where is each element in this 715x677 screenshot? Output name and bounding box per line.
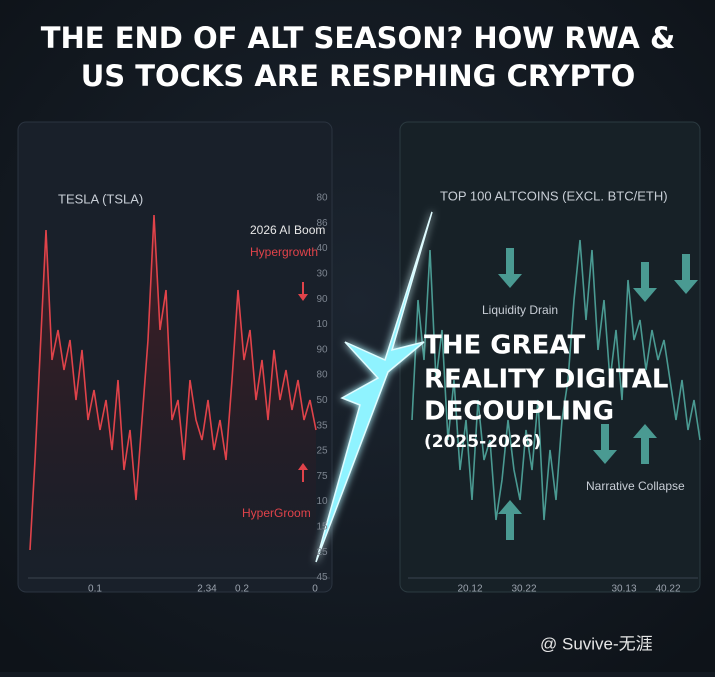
x-label: 30.13 [611,584,636,595]
center-subtitle: (2025-2026) [424,432,541,452]
center-line: REALITY DIGITAL [424,365,668,395]
axis-label: 10 [316,496,328,507]
x-label: 30.22 [511,584,536,595]
arrow-down [593,424,617,464]
arrow-down [633,262,657,302]
axis-label: 25 [316,547,328,558]
arrow-down [674,254,698,294]
x-label: 40.22 [655,584,680,595]
axis-label: 15 [316,522,328,533]
axis-label: 50 [316,395,328,406]
center-heading: THE GREAT REALITY DIGITAL DECOUPLING (20… [424,331,668,453]
x-labels: 0.1 2.34 0.2 0 [88,584,318,595]
arrow-up [633,424,657,464]
title: THE END OF ALT SEASON? HOW RWA & US TOCK… [41,21,676,93]
panel-title: TOP 100 ALTCOINS (EXCL. BTC/ETH) [440,188,668,203]
red-arrows [298,282,308,482]
axis-label: 80 [316,370,328,381]
lightning [315,211,433,563]
arrow-up [498,500,522,540]
lightning-shape [315,211,433,563]
arrows [498,248,698,540]
axis-labels: 80 86 40 30 90 10 90 80 50 35 25 75 10 15 25 45 [316,193,328,584]
axis-label: 30 [316,269,328,280]
price-line [411,239,701,521]
x-label: 0.2 [235,584,249,595]
axis-label: 75 [316,471,328,482]
title-line: THE END OF ALT SEASON? HOW RWA & [41,21,676,55]
price-line [29,214,317,551]
axis-label: 40 [316,243,328,254]
title-line: US TOCKS ARE RESPHING CRYPTO [81,59,636,93]
axis-label: 90 [316,294,328,305]
panel-title: TESLA (TSLA) [58,191,143,206]
axis-label: 86 [316,218,328,229]
axis-label: 80 [316,193,328,204]
axis-label: 90 [316,344,328,355]
x-label: 20.12 [457,584,482,595]
x-label: 2.34 [197,584,217,595]
x-labels: 20.12 30.22 30.13 40.22 [457,584,680,595]
watermark: @ Suvive-无涯 [540,634,653,653]
arrow-down [498,248,522,288]
axis-label: 35 [316,420,328,431]
center-line: THE GREAT [424,331,586,361]
arrow-down [298,282,308,301]
x-label: 0 [312,584,318,595]
annotation: 2026 AI Boom [250,223,325,237]
axis-label: 45 [316,572,328,583]
arrow-up [298,463,308,482]
annotation: Narrative Collapse [586,479,685,493]
axis-label: 25 [316,446,328,457]
center-line: DECOUPLING [424,397,614,427]
axis-label: 10 [316,319,328,330]
annotation: HyperGroom [242,506,311,520]
x-label: 0.1 [88,584,102,595]
annotation: Liquidity Drain [482,303,558,317]
area [30,215,316,578]
annotation: Hypergrowth [250,245,318,259]
